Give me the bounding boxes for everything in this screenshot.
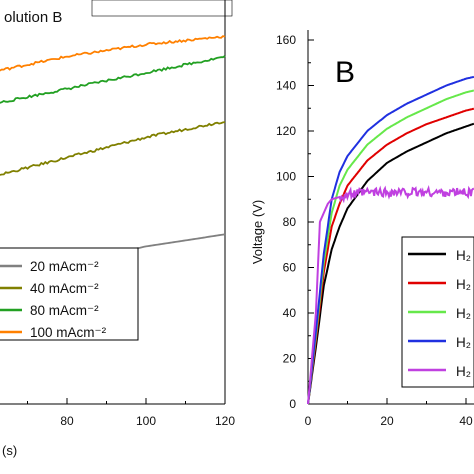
panel-b-legend-label: H₂ (456, 306, 471, 321)
panel-a-legend-label: 20 mAcm⁻² (30, 259, 99, 274)
panel-a-x-tick-label: 100 (136, 414, 156, 428)
panel-a-legend-label: 40 mAcm⁻² (30, 281, 99, 296)
panel-a-title-box (91, 0, 233, 17)
panel-a-series-line-4 (0, 35, 226, 72)
panel-b-y-axis-label: Voltage (V) (250, 200, 265, 264)
panel-b-y-tick-label: 140 (276, 79, 296, 93)
panel-b-y-tick-label: 100 (276, 170, 296, 184)
panel-a-legend: 20 mAcm⁻² 40 mAcm⁻² 80 mAcm⁻² 100 mAcm⁻² (0, 247, 139, 341)
panel-a-x-ticks: 80 100 120 (27, 398, 235, 428)
panel-b-y-tick-label: 0 (289, 397, 296, 411)
panel-b-y-tick-label: 20 (283, 352, 297, 366)
panel-b-x-tick-label: 0 (305, 414, 312, 428)
panel-b-series-line-1 (307, 122, 474, 405)
panel-a-x-tick-label: 80 (60, 414, 74, 428)
panel-b-x-tick-label: 40 (459, 414, 473, 428)
panel-b-y-tick-label: 120 (276, 124, 296, 138)
panel-b-y-tick-label: 40 (283, 306, 297, 320)
panel-b-y-tick-label: 80 (283, 215, 297, 229)
panel-b-x-ticks: 0 20 40 (305, 398, 473, 428)
panel-b-x-tick-label: 20 (380, 414, 394, 428)
panel-b-legend-label: H₂ (456, 277, 471, 292)
panel-b-legend-label: H₂ (456, 248, 471, 263)
panel-b-series-line-3 (307, 89, 474, 405)
panel-b-legend-label: H₂ (456, 335, 471, 350)
panel-a-title: olution B (4, 9, 62, 26)
panel-b-y-tick-label: 60 (283, 261, 297, 275)
panel-b-letter: B (335, 56, 355, 89)
panel-b-series-line-2 (307, 107, 474, 405)
panel-b-series (307, 75, 474, 405)
panel-a-legend-label: 100 mAcm⁻² (30, 325, 107, 340)
panel-b-legend: H₂ H₂ H₂ H₂ H₂ (401, 236, 474, 388)
panel-b-y-tick-label: 160 (276, 33, 296, 47)
panel-a-x-axis-label: (s) (2, 443, 17, 458)
panel-b-legend-label: H₂ (456, 364, 471, 379)
panel-a-series-line-2 (0, 121, 226, 176)
panel-a-x-tick-label: 120 (215, 414, 235, 428)
panel-b-series-line-4 (307, 75, 474, 405)
panel-a-legend-label: 80 mAcm⁻² (30, 303, 99, 318)
panel-a-legend-box (0, 247, 139, 341)
panel-a: olution B 80 100 120 (s) 20 mAcm⁻² 40 mAcm⁻… (0, 0, 235, 458)
panel-b-series-line-5 (307, 184, 474, 405)
panel-a-series-line-3 (0, 55, 226, 104)
